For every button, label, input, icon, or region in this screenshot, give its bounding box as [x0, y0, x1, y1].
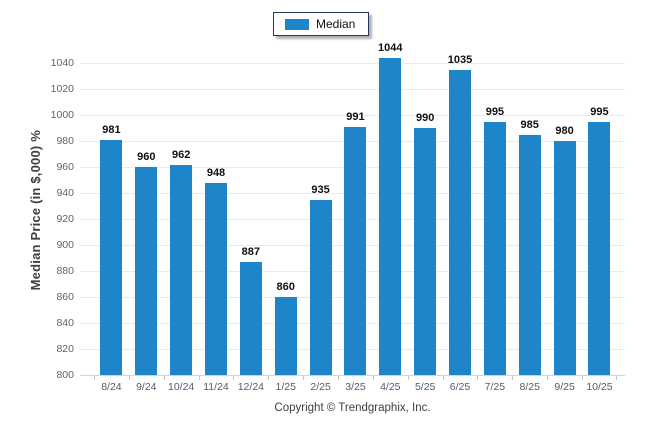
bar-slot-1/25: 860 1/25 — [268, 45, 303, 393]
y-tick-label: 880 — [56, 265, 74, 278]
y-tick-label: 820 — [56, 343, 74, 356]
legend-swatch-median — [285, 18, 309, 30]
bar-slot-8/24: 981 8/24 — [94, 45, 129, 393]
bar-value-label: 887 — [241, 245, 261, 258]
x-tick-mark — [303, 376, 305, 380]
bar-value-label: 980 — [555, 125, 574, 138]
bar-value-label: 991 — [346, 110, 365, 123]
bar-slot-11/24: 948 11/24 — [198, 45, 234, 393]
bar-value-label: 995 — [590, 105, 609, 118]
bar-slot-10/24: 962 10/24 — [163, 45, 199, 393]
x-tick-mark — [512, 376, 514, 380]
x-tick-mark — [163, 376, 165, 380]
bar-2/25 — [309, 199, 332, 375]
x-tick-mark — [94, 376, 95, 380]
bar-slot-3/25: 991 3/25 — [338, 45, 373, 393]
bar-slot-10/25: 995 10/25 — [582, 45, 617, 393]
y-tick-label: 860 — [56, 291, 74, 304]
bar-4/25 — [379, 58, 402, 375]
x-tick-label: 8/25 — [519, 381, 540, 393]
bar-9/24 — [135, 167, 158, 375]
y-tick-label: 1020 — [50, 83, 74, 96]
bar-slot-6/25: 1035 6/25 — [442, 45, 478, 393]
x-tick-mark — [233, 376, 235, 380]
bar-value-label: 995 — [485, 105, 505, 118]
bar-slot-5/25: 990 5/25 — [407, 45, 443, 393]
bar-value-label: 990 — [415, 112, 435, 125]
x-tick-label: 5/25 — [414, 381, 436, 393]
bar-slot-9/25: 980 9/25 — [547, 45, 582, 393]
x-tick-mark — [372, 376, 374, 380]
x-tick-mark — [615, 376, 617, 380]
x-tick-mark — [582, 376, 584, 380]
x-tick-label: 8/24 — [101, 381, 122, 393]
x-tick-label: 9/25 — [554, 381, 575, 393]
bar-value-label: 985 — [520, 118, 539, 131]
legend: Median — [273, 12, 370, 36]
bar-9/25 — [553, 141, 576, 375]
bar-slot-9/24: 960 9/24 — [128, 45, 164, 393]
gridline-y-1000 — [80, 114, 625, 116]
y-tick-label: 1040 — [50, 57, 74, 70]
plot-area: 800 820 840 860 880 900 920 940 960 980 1000 1020 10… — [51, 42, 625, 393]
x-tick-mark — [338, 376, 340, 380]
bar-5/25 — [414, 128, 437, 375]
bar-slot-12/24: 887 12/24 — [233, 45, 268, 393]
x-tick-label: 2/25 — [310, 381, 331, 393]
bar-8/25 — [518, 134, 541, 375]
bar-10/25 — [588, 121, 611, 375]
bar-value-label: 981 — [102, 123, 121, 136]
y-tick-label: 1000 — [50, 109, 74, 122]
x-tick-mark — [198, 376, 200, 380]
bar-value-label: 948 — [206, 166, 226, 179]
x-tick-label: 10/25 — [586, 381, 613, 393]
x-tick-label: 7/25 — [484, 381, 506, 393]
x-tick-mark — [547, 376, 549, 380]
bar-value-label: 935 — [311, 183, 330, 196]
y-tick-label: 900 — [56, 239, 74, 252]
x-tick-label: 11/24 — [203, 381, 229, 393]
bars-container: 981 8/24 960 9/24 962 10/24 948 11/24 887 12/24 86… — [94, 42, 617, 393]
x-tick-mark — [128, 376, 130, 380]
x-tick-mark — [477, 376, 479, 380]
bar-value-label: 1035 — [447, 53, 473, 66]
y-tick-label: 980 — [56, 135, 74, 148]
bar-slot-7/25: 995 7/25 — [477, 45, 512, 393]
bar-7/25 — [483, 121, 506, 375]
gridline-y-1020 — [80, 88, 625, 90]
gridline-y-1040 — [80, 62, 625, 64]
copyright-text: Copyright © Trendgraphix, Inc. — [274, 402, 431, 414]
bar-12/24 — [239, 261, 262, 375]
bar-1/25 — [274, 297, 297, 375]
bar-value-label: 962 — [171, 148, 191, 161]
x-tick-label: 3/25 — [345, 381, 366, 393]
bar-slot-8/25: 985 8/25 — [512, 45, 547, 393]
bar-slot-2/25: 935 2/25 — [303, 45, 338, 393]
x-tick-label: 6/25 — [449, 381, 471, 393]
y-tick-label: 800 — [56, 369, 74, 381]
bar-value-label: 960 — [137, 151, 156, 164]
bar-value-label: 1044 — [378, 42, 403, 54]
bar-3/25 — [344, 126, 367, 375]
bar-11/24 — [205, 182, 227, 375]
x-tick-label: 1/25 — [275, 381, 296, 393]
bar-8/24 — [100, 139, 123, 375]
x-tick-mark — [407, 376, 409, 380]
bar-10/24 — [170, 164, 193, 375]
y-tick-label: 960 — [56, 161, 74, 174]
x-tick-mark — [442, 376, 444, 380]
x-tick-label: 12/24 — [237, 381, 264, 393]
bar-6/25 — [449, 69, 472, 375]
x-tick-mark — [268, 376, 270, 380]
bar-value-label: 860 — [276, 281, 295, 294]
x-tick-label: 9/24 — [136, 381, 157, 393]
legend-label-median: Median — [316, 17, 356, 31]
bar-slot-4/25: 1044 4/25 — [372, 42, 408, 393]
y-tick-label: 920 — [56, 213, 74, 226]
x-tick-label: 4/25 — [380, 381, 401, 393]
y-tick-label: 840 — [56, 317, 74, 330]
y-tick-label: 940 — [56, 187, 74, 200]
x-tick-label: 10/24 — [168, 381, 195, 393]
